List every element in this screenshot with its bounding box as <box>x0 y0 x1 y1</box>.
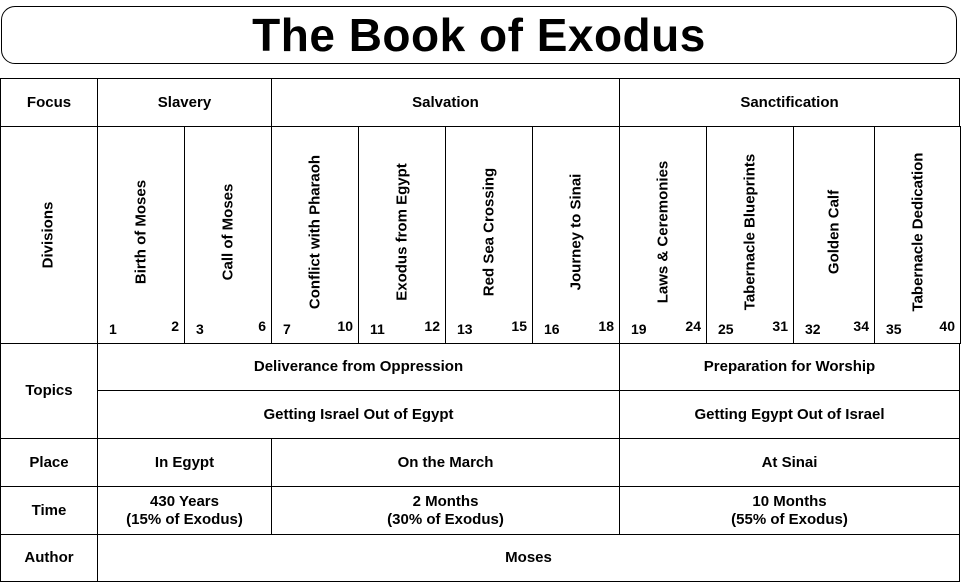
time-slavery: 430 Years (15% of Exodus) <box>97 486 272 535</box>
division-column <box>619 126 707 344</box>
time-salvation: 2 Months (30% of Exodus) <box>271 486 620 535</box>
division-column <box>793 126 875 344</box>
division-column <box>532 126 620 344</box>
focus-label: Slavery <box>157 93 212 111</box>
focus-label: Sanctification <box>740 93 839 111</box>
focus-salvation: Salvation <box>271 78 620 127</box>
division-start-chapter: 35 <box>886 321 902 337</box>
topic-getting-israel-out: Getting Israel Out of Egypt <box>97 390 620 439</box>
division-start-chapter: 19 <box>631 321 647 337</box>
author-text: Moses <box>505 549 552 566</box>
topic-text: Getting Israel Out of Egypt <box>263 405 454 423</box>
division-end-chapter: 24 <box>685 318 701 334</box>
time-sanctification: 10 Months (55% of Exodus) <box>619 486 960 535</box>
division-start-chapter: 1 <box>109 321 117 337</box>
row-label-time: Time <box>0 486 98 535</box>
division-label: Tabernacle Blueprints <box>741 153 759 311</box>
division-end-chapter: 40 <box>939 318 955 334</box>
place-text: At Sinai <box>761 453 818 471</box>
title-banner: The Book of Exodus <box>1 6 957 64</box>
division-end-chapter: 2 <box>171 318 179 334</box>
place-egypt: In Egypt <box>97 438 272 487</box>
place-sinai: At Sinai <box>619 438 960 487</box>
division-end-chapter: 34 <box>853 318 869 334</box>
row-label-text: Author <box>24 549 74 566</box>
topic-text: Getting Egypt Out of Israel <box>694 405 885 423</box>
place-march: On the March <box>271 438 620 487</box>
division-start-chapter: 25 <box>718 321 734 337</box>
division-column <box>271 126 359 344</box>
division-end-chapter: 18 <box>598 318 614 334</box>
place-text: On the March <box>397 453 494 471</box>
division-end-chapter: 6 <box>258 318 266 334</box>
division-start-chapter: 32 <box>805 321 821 337</box>
time-percent: (15% of Exodus) <box>126 510 243 528</box>
division-start-chapter: 3 <box>196 321 204 337</box>
row-label-divisions <box>0 126 98 344</box>
focus-slavery: Slavery <box>97 78 272 127</box>
row-label-text: Topics <box>25 382 73 399</box>
row-label-topics: Topics <box>0 343 98 439</box>
row-label-text: Place <box>29 453 69 471</box>
focus-label: Salvation <box>412 93 479 111</box>
division-end-chapter: 15 <box>511 318 527 334</box>
topic-getting-egypt-out: Getting Egypt Out of Israel <box>619 390 960 439</box>
focus-sanctification: Sanctification <box>619 78 960 127</box>
topic-preparation: Preparation for Worship <box>619 343 960 391</box>
row-label-author: Author <box>0 534 98 582</box>
time-duration: 430 Years <box>150 492 219 510</box>
division-label: Birth of Moses <box>132 179 150 285</box>
division-label: Conflict with Pharaoh <box>306 154 324 310</box>
division-end-chapter: 31 <box>772 318 788 334</box>
division-column <box>184 126 272 344</box>
time-duration: 2 Months <box>412 492 479 510</box>
division-end-chapter: 12 <box>424 318 440 334</box>
row-label-text: Focus <box>26 93 72 111</box>
author-moses: Moses <box>97 534 960 582</box>
division-label: Golden Calf <box>825 189 843 275</box>
topic-text: Preparation for Worship <box>703 358 876 375</box>
division-label: Journey to Sinai <box>567 173 585 291</box>
division-label: Tabernacle Dedication <box>909 152 926 312</box>
row-label-text: Divisions <box>39 201 57 269</box>
division-column <box>706 126 794 344</box>
row-label-place: Place <box>0 438 98 487</box>
division-start-chapter: 7 <box>283 321 291 337</box>
page-title: The Book of Exodus <box>252 9 706 61</box>
division-label: Exodus from Egypt <box>393 163 411 301</box>
topic-deliverance: Deliverance from Oppression <box>97 343 620 391</box>
division-label: Red Sea Crossing <box>480 167 498 297</box>
row-label-text: Time <box>31 501 67 519</box>
division-column <box>445 126 533 344</box>
time-duration: 10 Months <box>752 492 827 510</box>
division-start-chapter: 13 <box>457 321 473 337</box>
division-start-chapter: 16 <box>544 321 560 337</box>
division-start-chapter: 11 <box>370 321 385 337</box>
division-label: Laws & Ceremonies <box>654 160 672 304</box>
time-percent: (55% of Exodus) <box>731 510 848 528</box>
division-label: Call of Moses <box>219 183 237 281</box>
row-label-focus: Focus <box>0 78 98 127</box>
topic-text: Deliverance from Oppression <box>253 358 464 375</box>
division-column <box>97 126 185 344</box>
time-percent: (30% of Exodus) <box>387 510 504 528</box>
division-end-chapter: 10 <box>337 318 353 334</box>
place-text: In Egypt <box>154 453 215 471</box>
